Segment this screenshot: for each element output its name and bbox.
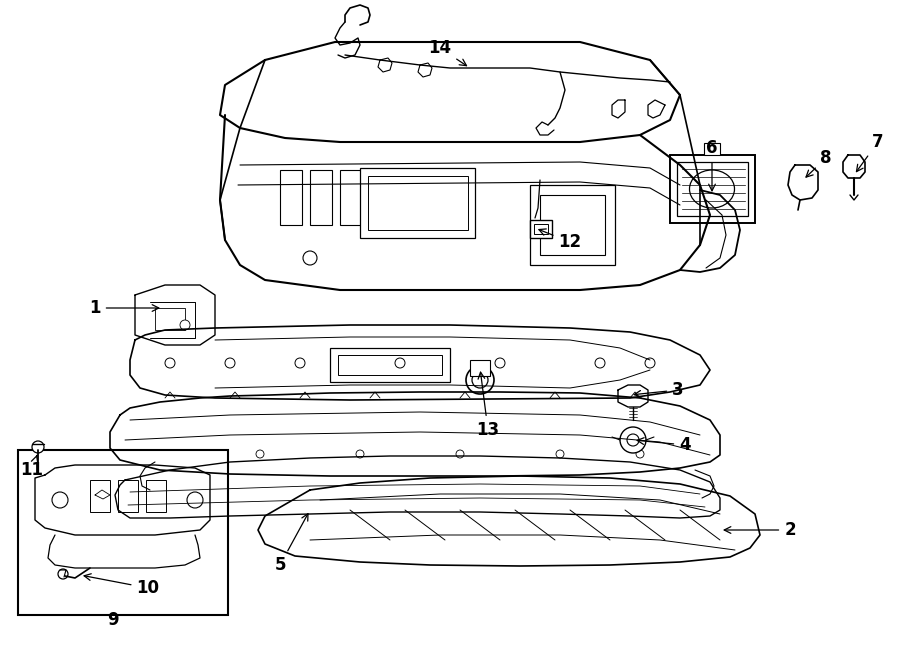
Text: 14: 14 (428, 39, 466, 65)
Bar (280, 170, 302, 225)
Bar (540, 195, 605, 255)
Bar (340, 170, 362, 225)
Bar (118, 480, 138, 512)
Text: 8: 8 (806, 149, 832, 177)
Text: 6: 6 (706, 139, 718, 191)
Text: 13: 13 (476, 372, 500, 439)
Circle shape (556, 450, 564, 458)
Text: 12: 12 (539, 229, 581, 251)
Bar (155, 308, 185, 330)
Text: 9: 9 (107, 611, 119, 629)
Bar (338, 355, 442, 375)
Bar (704, 143, 720, 155)
Bar (330, 348, 450, 382)
Circle shape (466, 366, 494, 394)
Circle shape (180, 320, 190, 330)
Bar (360, 168, 475, 238)
Circle shape (645, 358, 655, 368)
Text: 7: 7 (857, 133, 884, 172)
Circle shape (32, 441, 44, 453)
Bar (146, 480, 166, 512)
Text: 1: 1 (89, 299, 158, 317)
Circle shape (165, 358, 175, 368)
Text: 10: 10 (84, 574, 159, 597)
Circle shape (52, 492, 68, 508)
Circle shape (176, 450, 184, 458)
Bar (310, 170, 332, 225)
Circle shape (295, 358, 305, 368)
Bar (90, 480, 110, 512)
Text: 3: 3 (634, 381, 684, 399)
Bar (530, 185, 615, 265)
Circle shape (395, 358, 405, 368)
Circle shape (303, 251, 317, 265)
Circle shape (58, 569, 68, 579)
Circle shape (620, 427, 646, 453)
Bar (534, 224, 548, 234)
Circle shape (187, 492, 203, 508)
Circle shape (627, 434, 639, 446)
Bar (530, 220, 552, 238)
Circle shape (225, 358, 235, 368)
Bar (470, 360, 490, 376)
Circle shape (495, 358, 505, 368)
Text: 4: 4 (637, 436, 691, 454)
Circle shape (472, 372, 488, 388)
Ellipse shape (689, 170, 734, 208)
Bar (677, 162, 748, 216)
Circle shape (456, 450, 464, 458)
Bar (670, 155, 755, 223)
Bar (368, 176, 468, 230)
Text: 11: 11 (21, 455, 43, 479)
Circle shape (356, 450, 364, 458)
Circle shape (636, 450, 644, 458)
Text: 5: 5 (274, 514, 308, 574)
Circle shape (595, 358, 605, 368)
Circle shape (256, 450, 264, 458)
Bar (18, 450, 228, 615)
Text: 2: 2 (724, 521, 796, 539)
